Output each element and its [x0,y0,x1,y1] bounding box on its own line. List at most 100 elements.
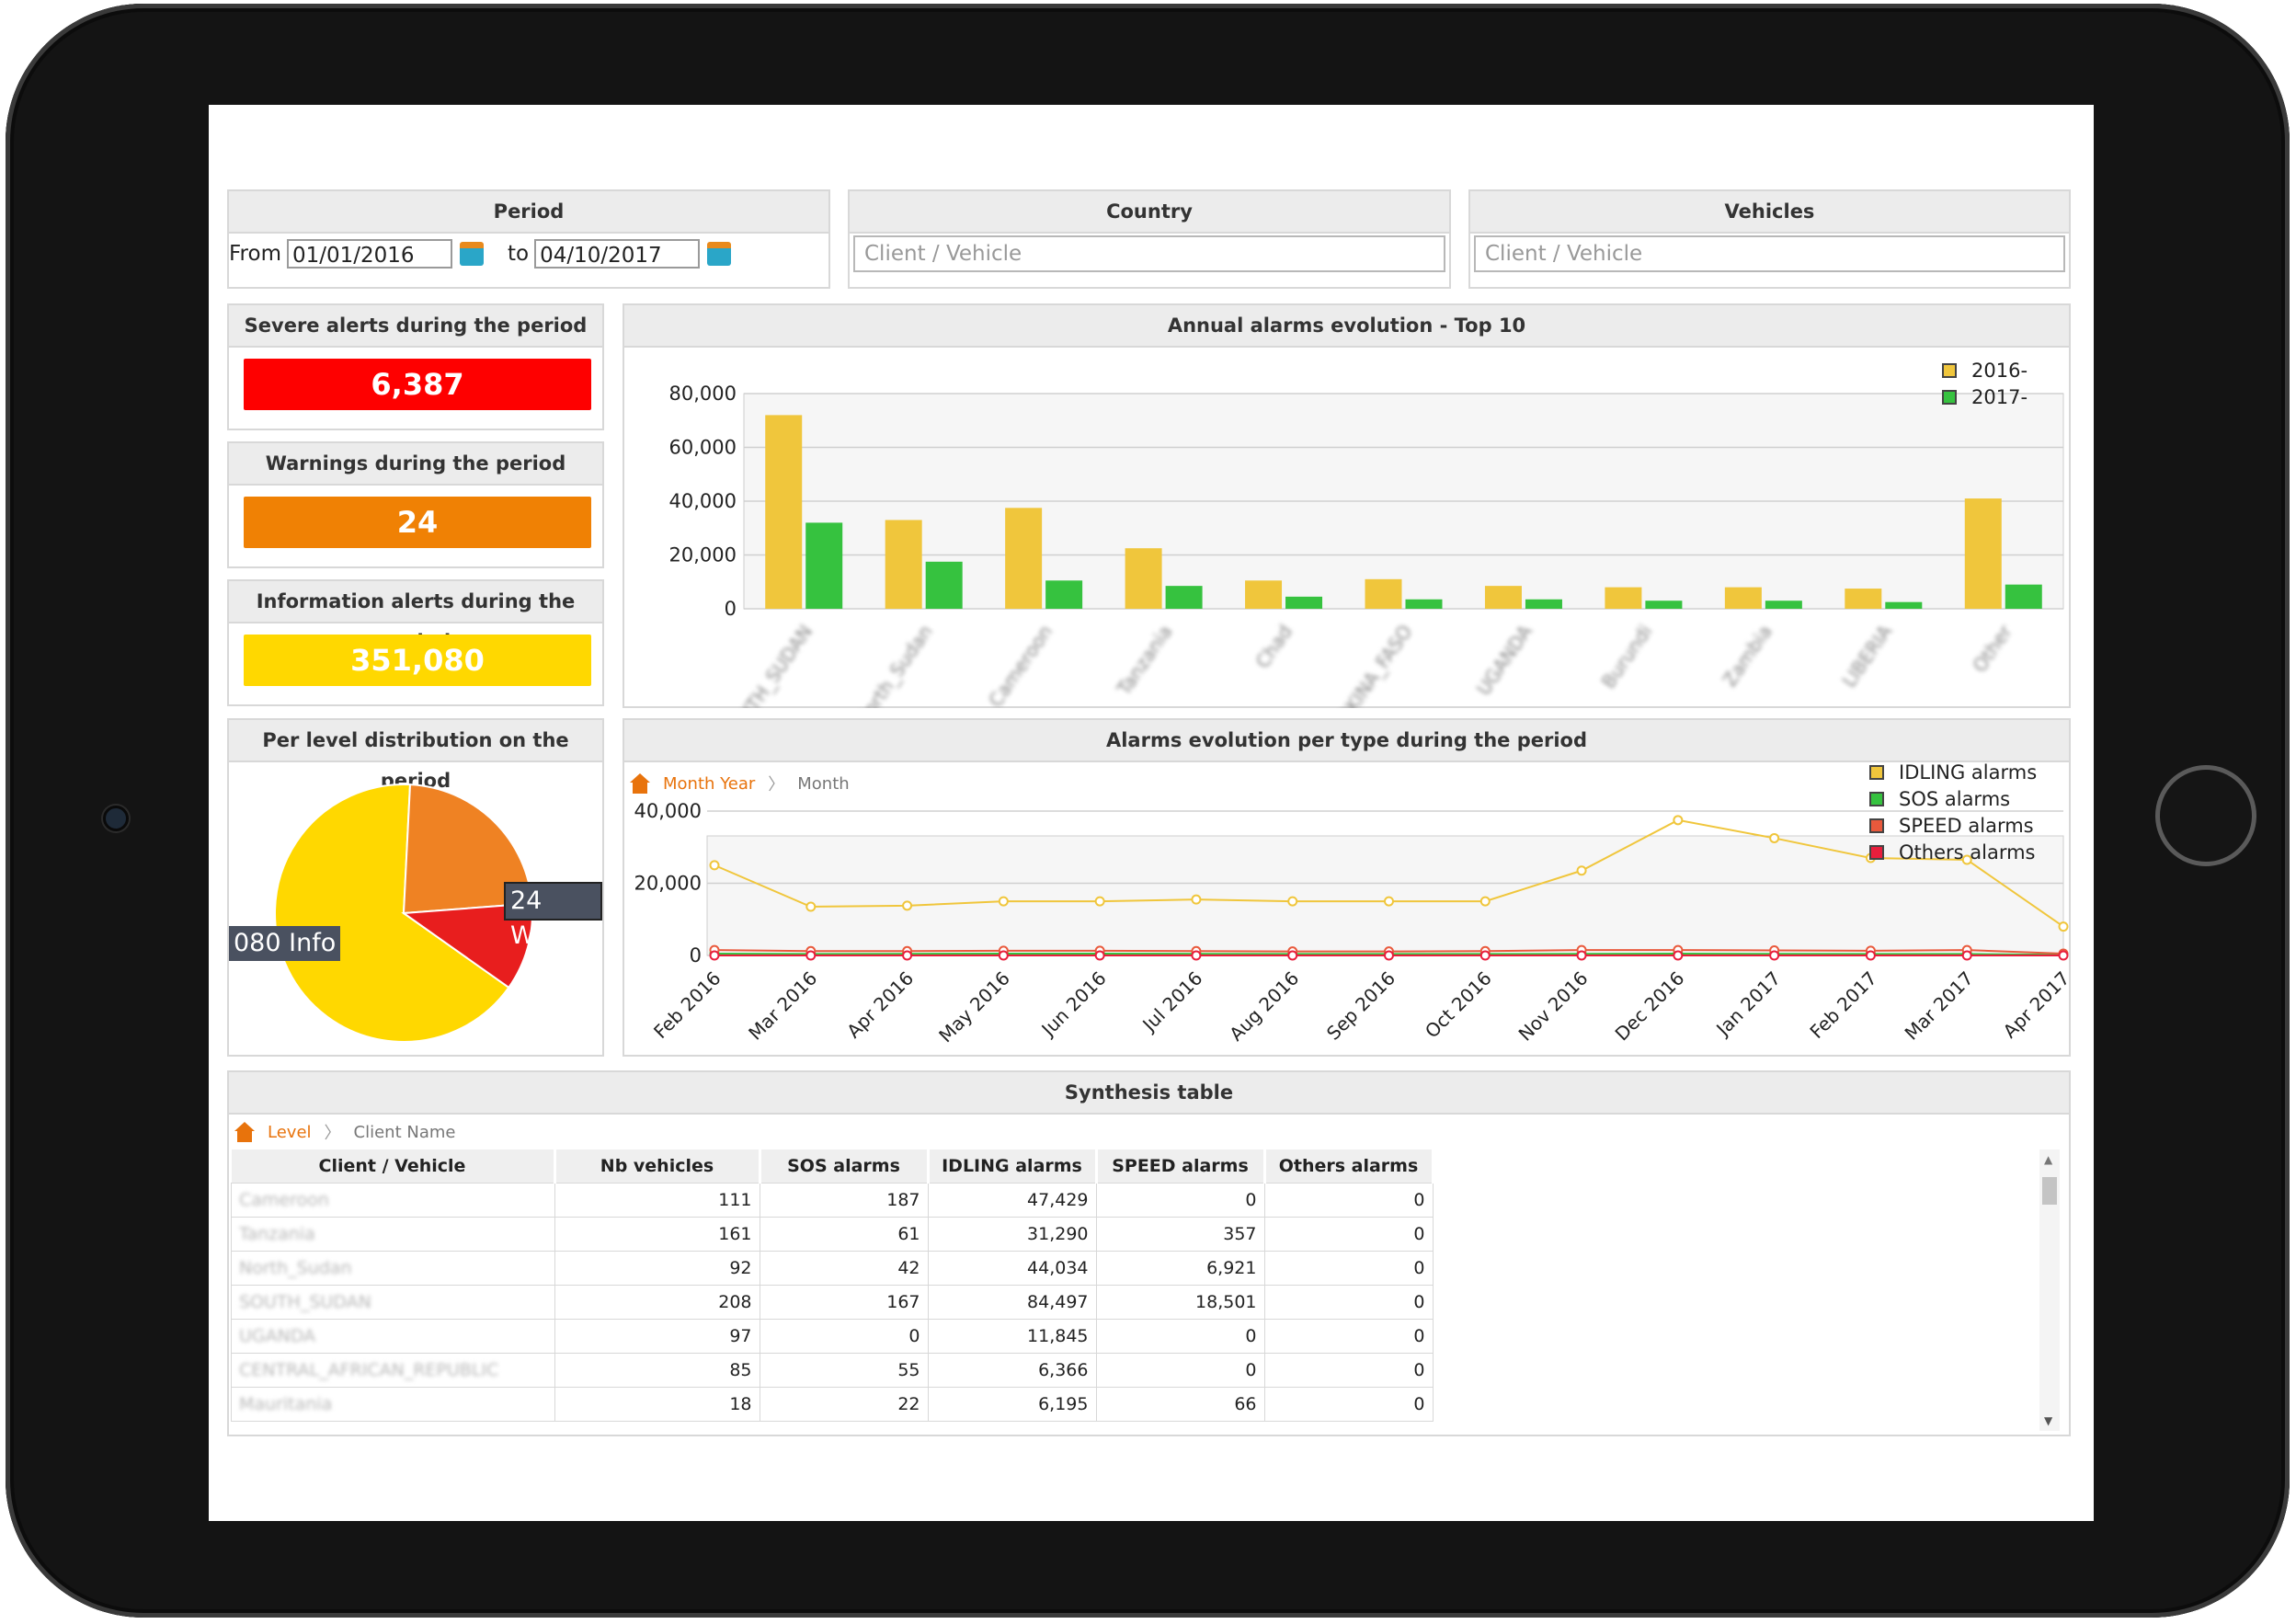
data-point [1576,865,1587,876]
legend-swatch-others [1869,844,1884,860]
vehicles-title: Vehicles [1470,191,2069,234]
y-tick-label: 40,000 [634,800,702,822]
x-tick-label: BURKINA_FASO [1319,621,1417,708]
y-tick-label: 0 [725,598,737,620]
calendar-icon[interactable] [459,242,484,266]
home-button[interactable] [2155,765,2256,866]
cell-value: 0 [1095,1319,1265,1354]
legend-item-sos[interactable]: SOS alarms [1899,787,2011,810]
pie-info-tooltip: 080 Info [229,926,341,961]
data-point [1673,950,1684,961]
data-point [998,950,1009,961]
data-point [709,950,720,961]
synthesis-table: Client / Vehicle Nb vehicles SOS alarms … [231,1149,1434,1422]
from-label: From [229,242,281,266]
x-tick-label: Mar 2017 [1901,967,1978,1045]
x-tick-label: Chad [1251,621,1296,672]
bar-2017 [2005,584,2042,609]
camera-icon [103,806,129,831]
cell-value: 0 [1263,1183,1434,1218]
cell-value: 161 [554,1217,760,1252]
info-alerts-title: Information alerts during the period [229,581,602,653]
table-scrollbar[interactable]: ▲ ▼ [2039,1149,2060,1431]
table-row[interactable]: UGANDA 97 0 11,845 0 0 [231,1319,1434,1354]
data-point [1769,832,1780,843]
data-point [1769,950,1780,961]
data-point [2058,921,2069,932]
calendar-icon[interactable] [707,242,732,266]
data-point [1287,896,1298,907]
col-header-client[interactable]: Client / Vehicle [231,1149,556,1184]
bar-2017 [1045,580,1083,609]
data-point [1191,894,1202,905]
vehicles-input[interactable]: Client / Vehicle [1474,235,2065,272]
y-tick-label: 0 [690,944,702,966]
x-tick-label: Feb 2017 [1805,967,1880,1043]
cell-value: 0 [1095,1183,1265,1218]
data-point [1384,950,1394,961]
breadcrumb-month-year[interactable]: Month Year [663,773,756,794]
bar-2016 [1005,508,1043,609]
table-row[interactable]: SOUTH_SUDAN 208 167 84,497 18,501 0 [231,1285,1434,1320]
home-icon[interactable] [630,773,650,794]
from-date-input[interactable]: 01/01/2016 [286,239,452,269]
cell-value: 47,429 [927,1183,1097,1218]
table-row[interactable]: CENTRAL_AFRICAN_REPUBLIC 85 55 6,366 0 0 [231,1353,1434,1388]
x-tick-label: North_Sudan [851,621,937,708]
x-tick-label: Mar 2016 [744,967,821,1045]
col-header-sos[interactable]: SOS alarms [760,1149,930,1184]
data-point [1094,950,1105,961]
legend-item-2016[interactable]: 2016- [1971,359,2028,382]
chevron-right-icon: 〉 [324,1124,341,1143]
cell-client-name: Tanzania [231,1217,555,1252]
table-row[interactable]: North_Sudan 92 42 44,034 6,921 0 [231,1251,1434,1286]
x-tick-label: Cameroon [985,621,1057,708]
table-row[interactable]: Mauritania 18 22 6,195 66 0 [231,1387,1434,1422]
bar-2016 [1365,578,1402,609]
period-filter-panel: Period From 01/01/2016 to 04/10/2017 [227,189,830,289]
legend-item-2017[interactable]: 2017- [1971,385,2028,408]
x-tick-label: LIBERIA [1838,621,1897,692]
home-icon[interactable] [234,1122,255,1142]
cell-value: 0 [1095,1353,1265,1388]
cell-value: 167 [759,1285,929,1320]
col-header-speed[interactable]: SPEED alarms [1096,1149,1266,1184]
synthesis-title: Synthesis table [229,1072,2069,1115]
cell-value: 0 [1263,1353,1434,1388]
legend-item-speed[interactable]: SPEED alarms [1899,814,2034,837]
data-point [1673,815,1684,826]
x-tick-label: Other [1969,620,2017,676]
scroll-down-icon[interactable]: ▼ [2044,1414,2053,1427]
x-tick-label: Jun 2016 [1036,967,1111,1042]
severe-alerts-panel: Severe alerts during the period 6,387 [227,303,604,430]
table-row[interactable]: Cameroon 111 187 47,429 0 0 [231,1183,1434,1218]
bar-2017 [1765,600,1802,609]
cell-value: 22 [759,1387,929,1422]
breadcrumb-level[interactable]: Level [268,1122,312,1142]
cell-value: 18 [554,1387,760,1422]
breadcrumb-client-name: Client Name [353,1122,456,1142]
legend-item-idling[interactable]: IDLING alarms [1899,761,2038,783]
type-chart-title: Alarms evolution per type during the per… [624,720,2069,762]
period-title: Period [229,191,828,234]
cell-client-name: UGANDA [231,1319,555,1354]
to-date-input[interactable]: 04/10/2017 [534,239,701,269]
bar-2017 [1165,586,1203,609]
table-row[interactable]: Tanzania 161 61 31,290 357 0 [231,1217,1434,1252]
country-input[interactable]: Client / Vehicle [853,235,1445,272]
col-header-nb-vehicles[interactable]: Nb vehicles [554,1149,761,1184]
type-chart-breadcrumb: Month Year 〉 Month [630,772,850,795]
scroll-thumb[interactable] [2042,1177,2057,1205]
col-header-idling[interactable]: IDLING alarms [928,1149,1098,1184]
chevron-right-icon: 〉 [768,775,785,795]
x-tick-label: Oct 2016 [1421,967,1496,1043]
cell-value: 84,497 [927,1285,1097,1320]
legend-item-others[interactable]: Others alarms [1899,841,2036,863]
y-tick-label: 40,000 [669,490,737,512]
type-chart-legend: IDLING alarms SOS alarms SPEED alarms Ot… [1869,759,2037,865]
scroll-up-icon[interactable]: ▲ [2044,1153,2053,1166]
bar-2016 [1605,587,1642,609]
to-label: to [507,242,530,266]
col-header-others[interactable]: Others alarms [1264,1149,1434,1184]
